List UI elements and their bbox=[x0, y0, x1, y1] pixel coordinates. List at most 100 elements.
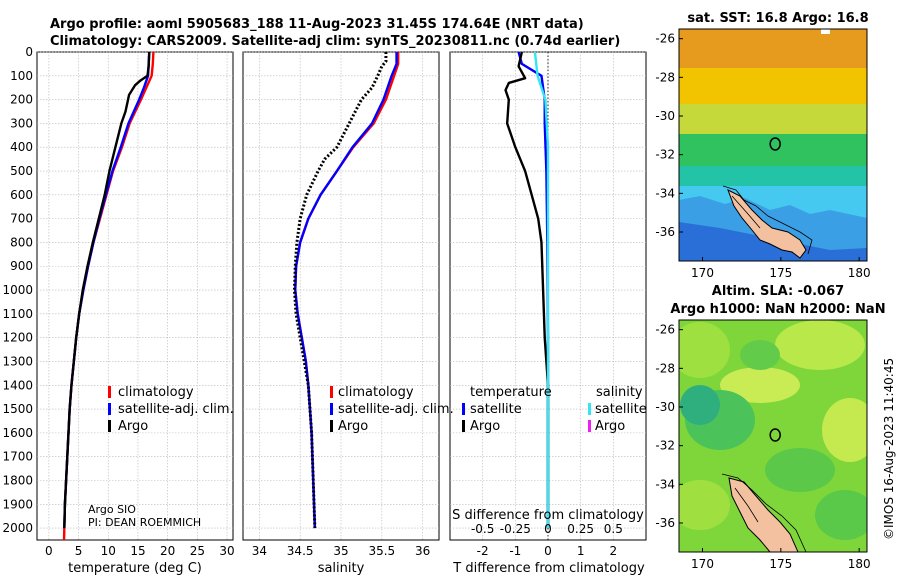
y-tick-label: 1600 bbox=[2, 426, 33, 440]
legend-swatch-t-argo bbox=[462, 420, 465, 432]
map-y-tick-label: -36 bbox=[655, 516, 675, 530]
map-y-tick-label: -32 bbox=[655, 439, 675, 453]
y-tick-label: 1800 bbox=[2, 473, 33, 487]
sla-map-image bbox=[679, 320, 867, 552]
legend-swatch-s-argo bbox=[588, 420, 591, 432]
x-tick-label: 30 bbox=[219, 544, 234, 558]
x-tick-label: -2 bbox=[477, 544, 489, 558]
difference-x2label: S difference from climatology bbox=[452, 508, 644, 523]
sst-map-image bbox=[679, 29, 867, 261]
legend-label-climatology: climatology bbox=[338, 385, 414, 400]
y-tick-label: 1900 bbox=[2, 497, 33, 511]
series-line-satellite-adj-clim- bbox=[294, 52, 398, 529]
temperature-legend: climatology satellite-adj. clim. Argo bbox=[108, 385, 234, 434]
imos-watermark: ©IMOS 16-Aug-2023 11:40:45 bbox=[882, 358, 896, 540]
series-line-argo bbox=[63, 52, 151, 529]
y-tick-label: 300 bbox=[10, 116, 33, 130]
legend-label-s-satellite: satellite bbox=[595, 402, 647, 417]
map-y-tick-label: -34 bbox=[655, 186, 675, 200]
sla-map-argo-marker bbox=[769, 428, 781, 442]
y-tick-label: 1200 bbox=[2, 331, 33, 345]
map-y-tick-label: -26 bbox=[655, 323, 675, 337]
legend-label-argo: Argo bbox=[118, 419, 148, 434]
credit-line2: PI: DEAN ROEMMICH bbox=[88, 516, 201, 529]
x-tick-label: 5 bbox=[75, 544, 83, 558]
legend-title-temperature: temperature bbox=[470, 385, 552, 400]
legend-swatch-satellite bbox=[330, 403, 333, 415]
map-y-tick-label: -36 bbox=[655, 225, 675, 239]
sst-map-frame bbox=[678, 28, 868, 262]
x-tick-label: 35 bbox=[333, 544, 348, 558]
x-tick-label: -1 bbox=[509, 544, 521, 558]
difference-xlabel: T difference from climatology bbox=[452, 561, 645, 576]
credit-line1: Argo SIO bbox=[88, 503, 136, 516]
y-tick-label: 0 bbox=[25, 45, 33, 59]
sst-map-argo-marker bbox=[769, 137, 781, 151]
y-tick-label: 1300 bbox=[2, 354, 33, 368]
salinity-legend: climatology satellite-adj. clim. Argo bbox=[330, 385, 454, 434]
map-y-tick-label: -30 bbox=[655, 109, 675, 123]
x-tick-label: 34.5 bbox=[287, 544, 314, 558]
series-line-t-argo bbox=[504, 52, 550, 529]
y-tick-label: 1500 bbox=[2, 402, 33, 416]
map-x-tick-label: 180 bbox=[848, 266, 871, 280]
legend-label-climatology: climatology bbox=[118, 385, 194, 400]
legend-label-s-argo: Argo bbox=[595, 419, 625, 434]
y-tick-label: 700 bbox=[10, 212, 33, 226]
legend-label-satellite: satellite-adj. clim. bbox=[338, 402, 454, 417]
series-group bbox=[292, 52, 400, 529]
sla-map-title-line2: Argo h1000: NaN h2000: NaN bbox=[670, 302, 885, 317]
legend-label-t-argo: Argo bbox=[470, 419, 500, 434]
y-tick-label: 900 bbox=[10, 259, 33, 273]
y-tick-label: 2000 bbox=[2, 521, 33, 535]
salinity-xlabel: salinity bbox=[318, 561, 365, 576]
y-tick-label: 600 bbox=[10, 188, 33, 202]
legend-swatch-t-satellite bbox=[462, 403, 465, 415]
x-tick-label: 34 bbox=[252, 544, 267, 558]
legend-title-salinity: salinity bbox=[596, 385, 643, 400]
x2-tick-label: 0.5 bbox=[604, 522, 623, 536]
x-tick-label: 20 bbox=[160, 544, 175, 558]
y-tick-label: 400 bbox=[10, 140, 33, 154]
series-line-s-satellite bbox=[533, 52, 550, 529]
legend-swatch-argo bbox=[330, 420, 333, 432]
legend-swatch-climatology bbox=[108, 386, 111, 398]
x2-tick-label: 0.25 bbox=[567, 522, 594, 536]
x-tick-label: 0 bbox=[45, 544, 53, 558]
figure-title-line1: Argo profile: aoml 5905683_188 11-Aug-20… bbox=[50, 17, 584, 32]
y-tick-label: 500 bbox=[10, 164, 33, 178]
figure-title-line2: Climatology: CARS2009. Satellite-adj cli… bbox=[50, 34, 620, 49]
y-tick-label: 1100 bbox=[2, 307, 33, 321]
series-group bbox=[504, 52, 550, 529]
x2-tick-label: 0 bbox=[544, 522, 552, 536]
map-y-tick-label: -34 bbox=[655, 477, 675, 491]
sla-map-frame bbox=[678, 319, 868, 553]
map-x-tick-label: 180 bbox=[848, 557, 871, 571]
x-tick-label: 35.5 bbox=[368, 544, 395, 558]
map-y-tick-label: -26 bbox=[655, 32, 675, 46]
x-tick-label: 0 bbox=[544, 544, 552, 558]
map-y-tick-label: -28 bbox=[655, 361, 675, 375]
map-y-tick-label: -28 bbox=[655, 70, 675, 84]
y-tick-label: 1000 bbox=[2, 283, 33, 297]
x-tick-label: 1 bbox=[577, 544, 585, 558]
x2-tick-label: -0.5 bbox=[471, 522, 494, 536]
map-x-tick-label: 175 bbox=[769, 266, 792, 280]
difference-legend: temperature salinity satellite Argo sate… bbox=[462, 385, 647, 434]
sst-map-title: sat. SST: 16.8 Argo: 16.8 bbox=[687, 11, 868, 26]
temperature-panel bbox=[36, 51, 234, 541]
map-y-tick-label: -32 bbox=[655, 148, 675, 162]
x-tick-label: 25 bbox=[190, 544, 205, 558]
x-tick-label: 10 bbox=[101, 544, 116, 558]
legend-label-t-satellite: satellite bbox=[470, 402, 522, 417]
y-tick-label: 200 bbox=[10, 93, 33, 107]
map-x-tick-label: 170 bbox=[691, 266, 714, 280]
sla-map-title-line1: Altim. SLA: -0.067 bbox=[712, 284, 844, 299]
y-tick-label: 1400 bbox=[2, 378, 33, 392]
y-tick-label: 100 bbox=[10, 69, 33, 83]
x-tick-label: 36 bbox=[415, 544, 430, 558]
legend-label-satellite: satellite-adj. clim. bbox=[118, 402, 234, 417]
map-y-tick-label: -30 bbox=[655, 400, 675, 414]
x-tick-label: 15 bbox=[130, 544, 145, 558]
